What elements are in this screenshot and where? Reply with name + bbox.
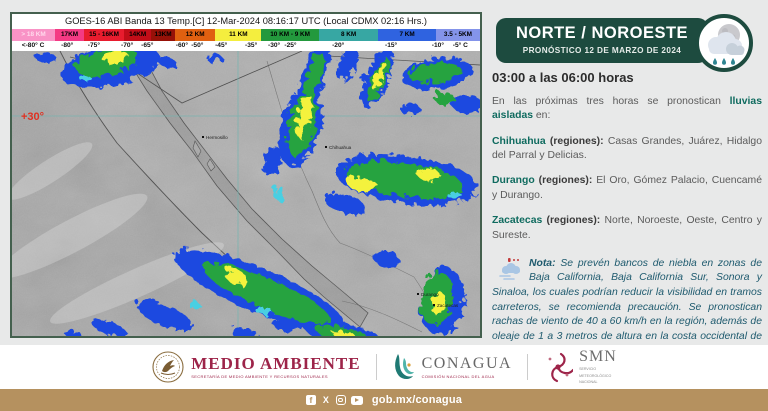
smn-title: SMN xyxy=(579,348,617,366)
facebook-icon[interactable]: f xyxy=(305,395,316,405)
intro-pre: En las próximas tres horas se pronostica… xyxy=(492,96,730,107)
eagle-seal-icon xyxy=(152,351,184,383)
state-name: Chihuahua xyxy=(492,135,546,147)
state-name: Durango xyxy=(492,175,535,187)
temp-label: -15° xyxy=(384,42,398,49)
state-tag: (regiones): xyxy=(534,175,597,187)
scale-cell: 8 KM xyxy=(318,29,379,41)
footer-bar: f X gob.mx/conagua xyxy=(0,389,768,411)
intro-highlight: lluvias aisladas xyxy=(492,96,762,122)
scale-cell: 15 - 16KM xyxy=(83,29,125,41)
note-block: Nota: Se prevén bancos de niebla en zona… xyxy=(492,257,762,359)
state-name: Zacatecas xyxy=(492,215,543,227)
temp-label: -50° xyxy=(191,42,204,49)
precipitation-cyan-layer xyxy=(76,72,459,313)
forecast-date: PRONÓSTICO 12 DE MARZO DE 2024 xyxy=(522,46,682,55)
instagram-icon[interactable] xyxy=(335,395,346,405)
smn-subtitle: SERVICIO xyxy=(579,367,597,372)
city-label: Zacatecas xyxy=(437,303,459,308)
medio-ambiente-subtitle: SECRETARÍA DE MEDIO AMBIENTE Y RECURSOS … xyxy=(191,374,328,379)
temp-label: -75° xyxy=(87,42,100,49)
smn-subtitle: METEOROLÓGICO xyxy=(579,373,612,378)
raindrops xyxy=(713,58,735,65)
weather-icon-badge xyxy=(695,14,753,72)
state-regions: Norte, Noroeste, Oeste, Centro y Sureste… xyxy=(492,215,762,241)
smn-logo: SMN SERVICIO METEOROLÓGICO NACIONAL xyxy=(543,349,617,384)
scale-cell: 11 KM xyxy=(215,29,262,41)
temp-label: -65° xyxy=(141,42,154,49)
precipitation-yellow-layer xyxy=(99,51,443,336)
temp-label: -80° xyxy=(61,42,74,49)
time-range-heading: 03:00 a las 06:00 horas xyxy=(492,70,634,85)
map-graphic: +30° xyxy=(12,51,480,336)
cloud-top-height-scale: > 18 KM 17KM 15 - 16KM 14KM 13KM 12 KM 1… xyxy=(12,29,480,41)
conagua-water-icon xyxy=(394,354,414,379)
fog-icon xyxy=(499,257,520,280)
medio-ambiente-title: MEDIO AMBIENTE xyxy=(191,354,361,373)
temp-label: -60° xyxy=(175,42,188,49)
scale-cell: 10 KM - 9 KM xyxy=(261,29,319,41)
city-label: Chihuahua xyxy=(329,145,352,150)
temperature-scale-labels: <-80° C -80° -75° -70° -65° -60° -50° -4… xyxy=(12,41,480,51)
scale-cell: 7 KM xyxy=(378,29,436,41)
note-text: Se prevén bancos de niebla en zonas de B… xyxy=(492,257,762,356)
temp-label: -45° xyxy=(215,42,228,49)
youtube-icon[interactable] xyxy=(350,395,363,405)
temp-label: -20° xyxy=(332,42,345,49)
scale-cell: 17KM xyxy=(55,29,84,41)
state-forecast: Chihuahua (regiones): Casas Grandes, Juá… xyxy=(492,135,762,164)
state-forecast: Zacatecas (regiones): Norte, Noroeste, O… xyxy=(492,214,762,243)
rain-cloud-moon-icon xyxy=(708,24,745,65)
state-regions: El Oro, Gómez Palacio, Cuencamé y Durang… xyxy=(492,175,762,201)
note-label: Nota: xyxy=(529,257,556,269)
forecast-body: 03:00 a las 06:00 horas En las próximas … xyxy=(492,70,762,359)
temp-label: -35° xyxy=(245,42,258,49)
institutional-logo-bar: MEDIO AMBIENTE SECRETARÍA DE MEDIO AMBIE… xyxy=(0,345,768,389)
scale-cell: 14KM xyxy=(124,29,152,41)
temp-label: <-80° C xyxy=(21,42,45,49)
scale-cell: 3.5 - 5KM xyxy=(435,29,480,41)
latitude-30-label: +30° xyxy=(21,111,44,123)
scale-cell: 13KM xyxy=(151,29,176,41)
smn-spiral-icon xyxy=(548,352,574,383)
medio-ambiente-logo: MEDIO AMBIENTE SECRETARÍA DE MEDIO AMBIE… xyxy=(151,350,360,384)
scale-cell: > 18 KM xyxy=(12,29,56,41)
logo-divider xyxy=(527,354,529,380)
smn-subtitle: NACIONAL xyxy=(579,380,598,385)
city-label: Hermosillo xyxy=(206,135,228,140)
intro-paragraph: En las próximas tres horas se pronostica… xyxy=(492,95,762,124)
temp-label: -10° xyxy=(431,42,444,49)
state-tag: (regiones): xyxy=(542,215,605,227)
satellite-radar-map: +30° xyxy=(12,51,480,336)
footer-url[interactable]: gob.mx/conagua xyxy=(371,394,463,406)
region-title: NORTE / NOROESTE xyxy=(515,24,689,42)
city-labels: Hermosillo Chihuahua Durango Zacatecas xyxy=(202,135,459,308)
x-twitter-icon[interactable]: X xyxy=(322,395,329,405)
state-tag: (regiones): xyxy=(545,135,608,147)
temp-label: -30° xyxy=(267,42,281,49)
conagua-subtitle: COMISIÓN NACIONAL DEL AGUA xyxy=(421,373,495,379)
temp-label: -70° xyxy=(121,42,134,49)
satellite-map-panel: GOES-16 ABI Banda 13 Temp.[C] 12-Mar-202… xyxy=(10,12,482,338)
logo-divider xyxy=(375,354,377,380)
temp-label: -25° xyxy=(284,42,297,49)
intro-post: en: xyxy=(533,110,551,122)
state-forecast: Durango (regiones): El Oro, Gómez Palaci… xyxy=(492,174,762,203)
region-header: NORTE / NOROESTE PRONÓSTICO 12 DE MARZO … xyxy=(496,18,708,63)
scale-cell: 12 KM xyxy=(175,29,216,41)
state-regions: Casas Grandes, Juárez, Hidalgo del Parra… xyxy=(492,135,762,162)
city-label: Durango xyxy=(421,292,439,297)
map-title: GOES-16 ABI Banda 13 Temp.[C] 12-Mar-202… xyxy=(64,16,428,26)
temp-label: -5° C xyxy=(452,42,468,49)
conagua-title: CONAGUA xyxy=(421,354,513,372)
conagua-logo: CONAGUA COMISIÓN NACIONAL DEL AGUA xyxy=(392,352,513,382)
